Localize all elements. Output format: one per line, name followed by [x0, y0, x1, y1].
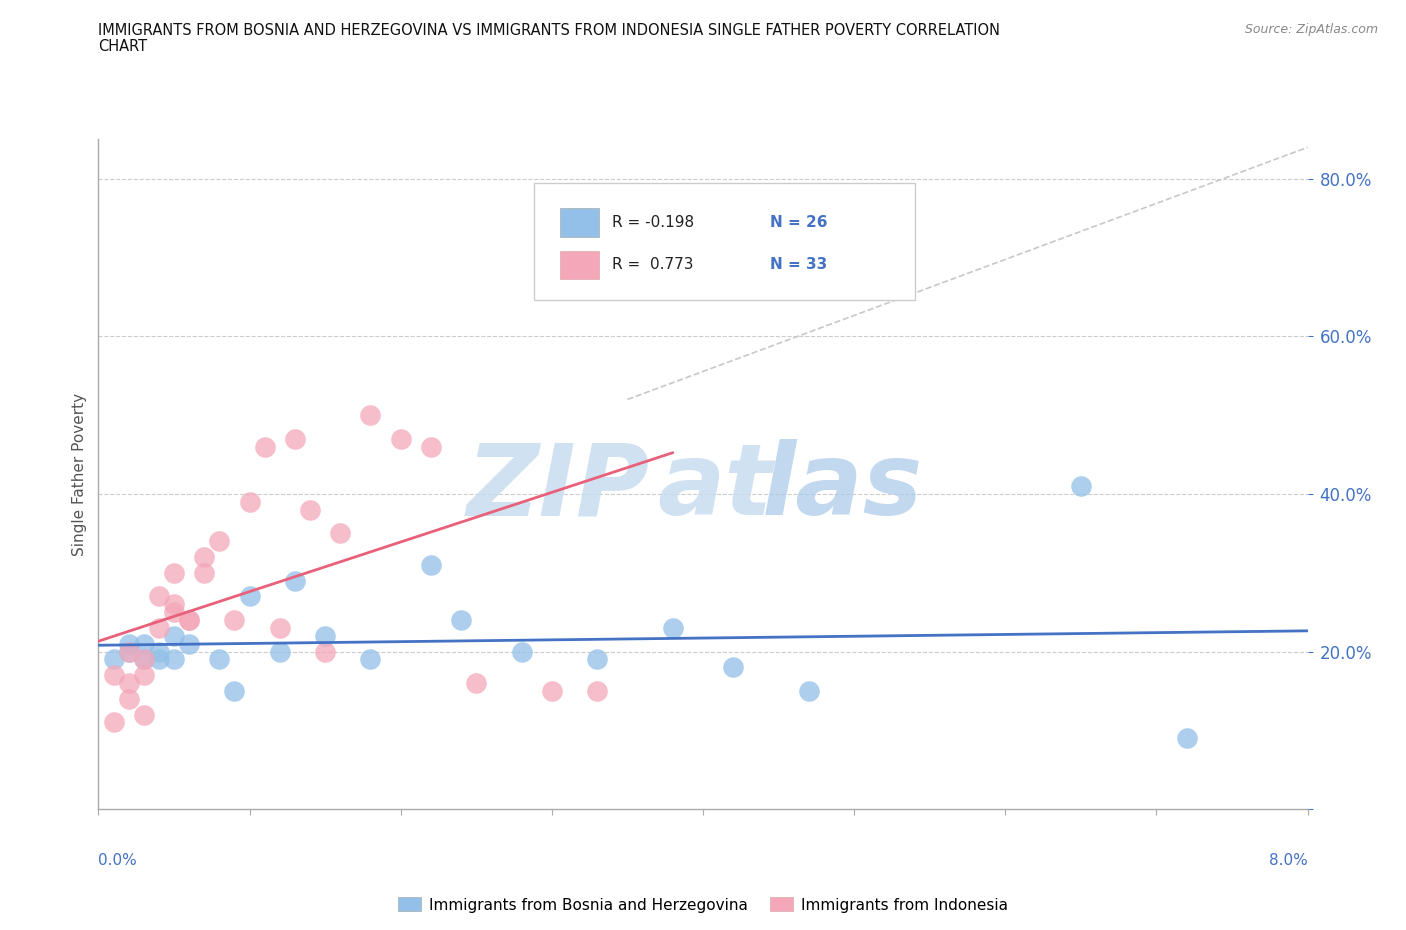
Text: R = -0.198: R = -0.198 [612, 215, 695, 230]
Point [193, 565, 215, 580]
Point [179, 613, 201, 628]
Point [299, 502, 322, 517]
Text: 0.0%: 0.0% [98, 853, 138, 868]
Point [661, 620, 683, 635]
Point [450, 613, 472, 628]
Point [208, 534, 231, 549]
Point [148, 620, 170, 635]
Text: IMMIGRANTS FROM BOSNIA AND HERZEGOVINA VS IMMIGRANTS FROM INDONESIA SINGLE FATHE: IMMIGRANTS FROM BOSNIA AND HERZEGOVINA V… [98, 23, 1001, 38]
Point [103, 668, 125, 683]
Point [389, 432, 412, 446]
FancyBboxPatch shape [561, 251, 599, 279]
Point [586, 684, 609, 698]
Point [132, 707, 155, 722]
Point [1175, 731, 1198, 746]
Point [179, 636, 201, 651]
Point [148, 652, 170, 667]
Point [132, 668, 155, 683]
Point [465, 675, 488, 690]
Point [797, 684, 820, 698]
Legend: Immigrants from Bosnia and Herzegovina, Immigrants from Indonesia: Immigrants from Bosnia and Herzegovina, … [392, 891, 1014, 919]
Point [314, 629, 336, 644]
Point [118, 691, 141, 706]
Point [359, 407, 381, 422]
Point [1070, 479, 1092, 494]
Point [329, 526, 352, 541]
Text: las: las [762, 439, 922, 537]
Point [163, 597, 186, 612]
Text: ZIP: ZIP [467, 439, 650, 537]
Point [723, 660, 745, 675]
Y-axis label: Single Father Poverty: Single Father Poverty [72, 392, 87, 556]
Point [224, 613, 246, 628]
FancyBboxPatch shape [534, 183, 915, 300]
Point [118, 644, 141, 659]
Point [239, 589, 262, 604]
Text: at: at [658, 439, 773, 537]
Point [224, 684, 246, 698]
Point [103, 715, 125, 730]
Point [179, 613, 201, 628]
Text: CHART: CHART [98, 39, 148, 54]
Point [163, 652, 186, 667]
Point [269, 620, 291, 635]
Point [118, 636, 141, 651]
Text: 8.0%: 8.0% [1268, 853, 1308, 868]
Point [132, 652, 155, 667]
Text: N = 33: N = 33 [769, 258, 827, 272]
Point [132, 652, 155, 667]
Point [510, 644, 533, 659]
Point [419, 557, 441, 572]
Point [419, 439, 441, 454]
Point [239, 495, 262, 510]
Point [586, 652, 609, 667]
Point [118, 644, 141, 659]
Point [540, 684, 562, 698]
Point [284, 573, 307, 588]
Point [132, 636, 155, 651]
Point [284, 432, 307, 446]
Point [253, 439, 276, 454]
Point [163, 629, 186, 644]
Point [314, 644, 336, 659]
Text: Source: ZipAtlas.com: Source: ZipAtlas.com [1244, 23, 1378, 36]
Point [148, 644, 170, 659]
Point [661, 266, 683, 281]
Point [103, 652, 125, 667]
Point [359, 652, 381, 667]
Point [208, 652, 231, 667]
Point [118, 675, 141, 690]
Text: R =  0.773: R = 0.773 [612, 258, 693, 272]
Point [163, 604, 186, 619]
Point [193, 550, 215, 565]
FancyBboxPatch shape [561, 208, 599, 236]
Point [269, 644, 291, 659]
Point [148, 589, 170, 604]
Point [163, 565, 186, 580]
Text: N = 26: N = 26 [769, 215, 827, 230]
